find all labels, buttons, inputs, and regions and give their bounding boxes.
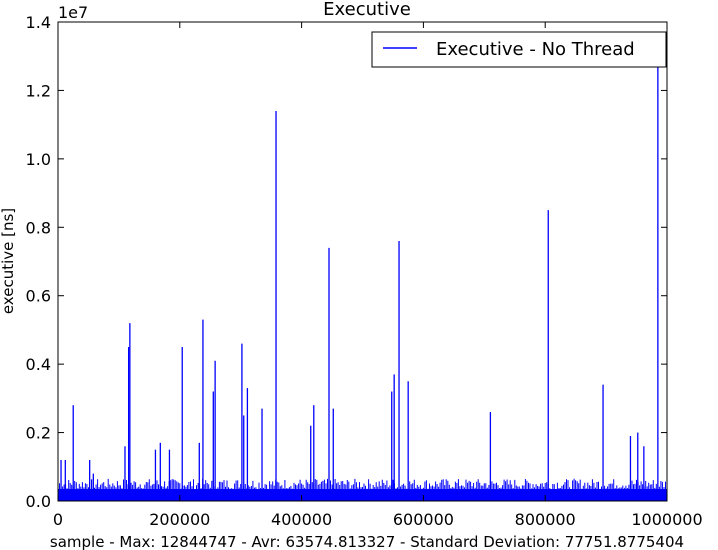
series-line-group: [57, 63, 668, 501]
legend: Executive - No Thread: [371, 31, 667, 68]
x-tick-label: 600000: [393, 510, 454, 529]
x-tick-label: 800000: [515, 510, 576, 529]
y-tick-label: 0.4: [26, 355, 51, 374]
x-tick-label: 400000: [271, 510, 332, 529]
y-tick-label: 0.6: [26, 287, 51, 306]
y-tick-label: 0.8: [26, 218, 51, 237]
y-tick-label: 0.0: [26, 492, 51, 511]
x-tick-label: 0: [53, 510, 63, 529]
chart-title: Executive: [323, 0, 411, 20]
x-tick-label: 200000: [149, 510, 210, 529]
y-tick-label: 1.0: [26, 150, 51, 169]
x-tick-label: 1000000: [631, 510, 702, 529]
y-tick-label: 1.4: [26, 13, 51, 32]
x-axis-label: sample - Max: 12844747 - Avr: 63574.8133…: [50, 533, 684, 550]
y-tick-label: 0.2: [26, 424, 51, 443]
plot-frame: [57, 21, 668, 502]
y-axis-label: executive [ns]: [0, 208, 17, 314]
y-multiplier-label: 1e7: [58, 3, 88, 22]
tick-group: 0 200000 400000 600000 800000 1000000 0.0 0.2 0.…: [26, 13, 703, 529]
legend-box: [371, 31, 667, 68]
series-noise: [57, 478, 668, 501]
legend-label: Executive - No Thread: [436, 39, 635, 60]
y-tick-label: 1.2: [26, 81, 51, 100]
